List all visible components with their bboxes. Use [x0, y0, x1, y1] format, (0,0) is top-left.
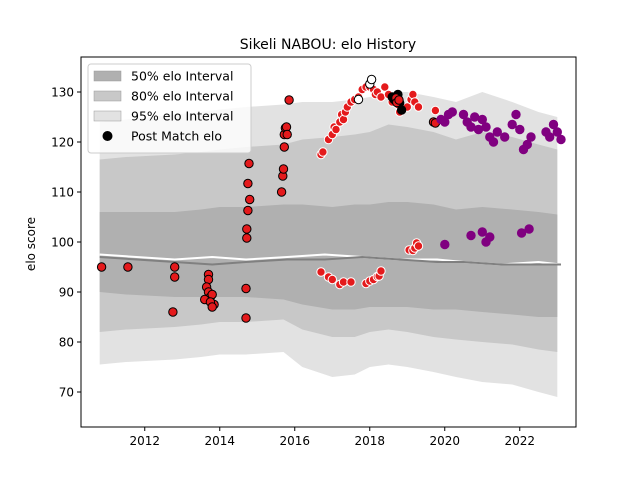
x-tick-label: 2012	[129, 434, 160, 448]
data-point	[440, 239, 450, 250]
data-point	[413, 241, 424, 251]
data-point	[526, 132, 536, 142]
y-tick-label: 70	[59, 386, 74, 400]
data-point	[242, 233, 252, 243]
x-tick-label: 2020	[429, 434, 460, 448]
data-point	[346, 277, 356, 287]
median-line-1	[99, 255, 561, 266]
data-point	[552, 127, 562, 137]
data-point	[556, 134, 566, 145]
data-point	[511, 109, 521, 120]
x-tick-label: 2018	[354, 434, 385, 448]
data-point	[516, 228, 527, 238]
legend-label: Post Match elo	[131, 129, 222, 144]
legend-swatch	[93, 90, 122, 102]
y-axis: 70 80 90 100 110 120 130	[51, 86, 81, 400]
x-tick-label: 2016	[279, 434, 310, 448]
y-tick-label: 90	[59, 286, 74, 300]
data-point	[278, 164, 289, 174]
data-point	[515, 124, 525, 135]
data-point	[548, 119, 559, 130]
x-tick-label: 2014	[204, 434, 235, 448]
data-point	[492, 127, 502, 137]
data-point	[353, 94, 364, 105]
data-point	[279, 142, 289, 152]
data-point	[440, 117, 450, 127]
data-point	[331, 124, 341, 135]
data-point	[282, 129, 292, 140]
legend-box	[87, 63, 252, 154]
y-tick-label: 80	[59, 336, 74, 350]
data-point	[327, 274, 337, 285]
data-point	[466, 230, 476, 241]
data-point	[458, 109, 469, 120]
data-point	[413, 102, 424, 112]
data-point	[245, 194, 255, 205]
data-point	[396, 105, 407, 115]
data-point	[243, 205, 253, 216]
data-point	[96, 262, 107, 272]
y-tick-label: 130	[51, 86, 74, 100]
data-point	[380, 82, 390, 92]
data-point	[366, 74, 377, 85]
y-axis-label: elo score	[24, 217, 38, 271]
y-tick-label: 120	[51, 136, 74, 150]
data-point	[488, 137, 499, 147]
interval-bands	[99, 92, 558, 397]
y-tick-label: 110	[51, 186, 74, 200]
data-point	[207, 289, 217, 300]
legend-label: 95% elo Interval	[131, 109, 233, 124]
data-point	[522, 139, 532, 150]
y-tick-label: 100	[51, 236, 74, 250]
data-point	[477, 114, 487, 125]
data-point	[524, 224, 534, 234]
legend-swatch	[93, 110, 122, 122]
data-point	[242, 224, 252, 234]
data-point	[485, 232, 495, 242]
data-point	[500, 132, 510, 142]
legend-marker	[102, 131, 113, 141]
legend-swatch	[93, 70, 122, 82]
data-point	[168, 307, 178, 317]
data-point	[276, 187, 287, 197]
x-axis: 2012 2014 2016 2018 2020 2022	[129, 427, 535, 448]
data-point	[545, 132, 555, 142]
chart-title: Sikeli NABOU: elo History	[240, 37, 416, 53]
data-point	[170, 262, 180, 272]
data-point	[318, 147, 328, 157]
median-lines	[99, 253, 562, 266]
data-point	[244, 158, 254, 169]
data-point	[477, 227, 487, 237]
plot-area	[96, 74, 566, 397]
x-tick-label: 2022	[504, 434, 535, 448]
data-point	[170, 272, 180, 282]
data-point	[376, 266, 386, 276]
data-point	[284, 95, 294, 105]
data-point	[507, 119, 517, 130]
data-point	[123, 262, 133, 272]
data-point	[241, 283, 251, 294]
legend: 50% elo Interval 80% elo Interval 95% elo …	[87, 63, 252, 154]
data-point	[243, 178, 253, 189]
data-point	[447, 107, 457, 117]
data-point	[481, 122, 491, 132]
legend-label: 80% elo Interval	[131, 89, 233, 104]
data-point	[394, 95, 404, 105]
post-match-points	[96, 74, 566, 323]
data-point	[207, 302, 217, 312]
legend-label: 50% elo Interval	[131, 69, 233, 84]
data-point	[241, 313, 251, 323]
data-point	[316, 267, 326, 277]
data-point	[430, 105, 441, 116]
